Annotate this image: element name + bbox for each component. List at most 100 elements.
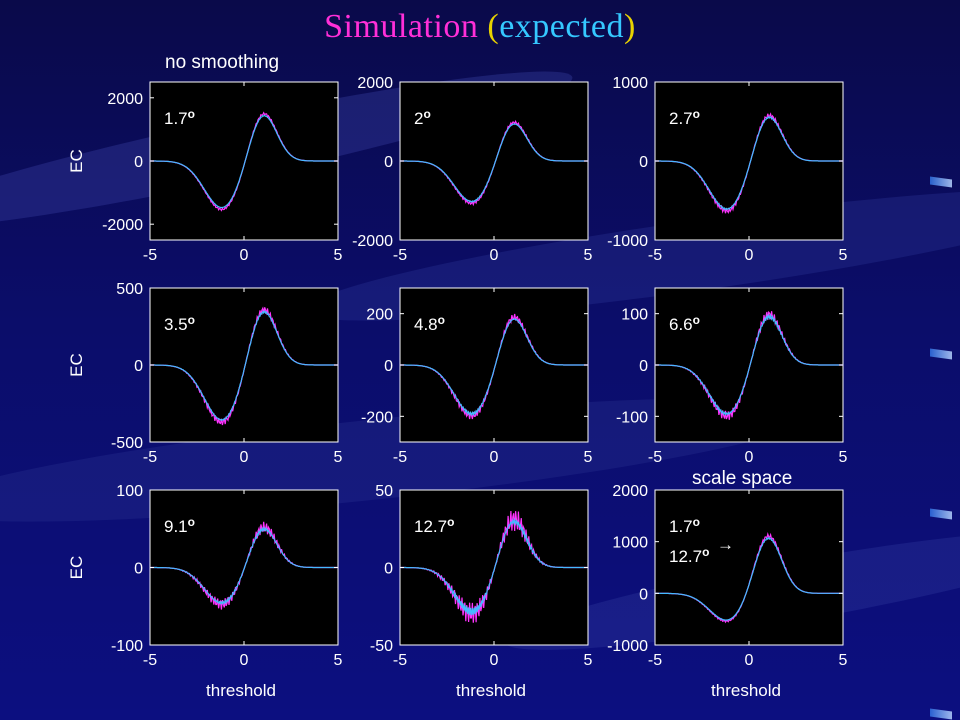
panel-label: 3.5o bbox=[164, 313, 195, 334]
series-line bbox=[150, 309, 338, 422]
no-smoothing-label: no smoothing bbox=[165, 52, 280, 73]
x-tick-label: 5 bbox=[584, 652, 593, 669]
chart-panel: -5 0 5 -100 0 100 9.1o EC threshold bbox=[67, 483, 343, 700]
y-tick-label: 0 bbox=[639, 586, 648, 603]
title-paren-open: ( bbox=[487, 8, 500, 45]
title-simulation: Simulation bbox=[324, 8, 479, 45]
y-tick-label: 1000 bbox=[612, 535, 648, 552]
y-tick-label: 500 bbox=[116, 281, 143, 298]
scale-space-label: scale space bbox=[692, 468, 793, 489]
x-tick-label: -5 bbox=[393, 652, 407, 669]
degree-superscript: o bbox=[423, 107, 430, 121]
x-tick-label: 5 bbox=[839, 652, 848, 669]
y-tick-label: -100 bbox=[111, 638, 143, 655]
y-tick-label: 0 bbox=[639, 358, 648, 375]
x-tick-label: 5 bbox=[584, 247, 593, 264]
series-line bbox=[655, 115, 843, 211]
chart-panel: -5 0 5 -1000 0 1000 2000 1.7o 12.7o → threshold bbox=[607, 483, 847, 700]
series-line bbox=[150, 114, 338, 209]
y-tick-label: 0 bbox=[134, 561, 143, 578]
x-tick-label: 0 bbox=[745, 652, 754, 669]
y-tick-label: -2000 bbox=[102, 217, 143, 234]
x-tick-label: 5 bbox=[334, 247, 343, 264]
x-tick-label: -5 bbox=[648, 449, 662, 466]
degree-superscript: o bbox=[438, 313, 445, 327]
y-tick-label: 1000 bbox=[612, 75, 648, 92]
series-line bbox=[655, 536, 843, 621]
x-axis-label: threshold bbox=[206, 681, 276, 700]
panel-label: 1.7o bbox=[164, 107, 195, 128]
x-tick-label: -5 bbox=[393, 449, 407, 466]
chart-panel: -5 0 5 -2000 0 2000 1.7o EC bbox=[67, 81, 343, 264]
y-tick-label: 2000 bbox=[612, 483, 648, 500]
degree-superscript: o bbox=[188, 313, 195, 327]
y-tick-label: -2000 bbox=[352, 233, 393, 250]
x-tick-label: -5 bbox=[143, 247, 157, 264]
degree-superscript: o bbox=[693, 107, 700, 121]
x-tick-label: -5 bbox=[648, 247, 662, 264]
chart-panel: -5 0 5 -1000 0 1000 2.7o bbox=[607, 75, 847, 264]
y-tick-label: 2000 bbox=[357, 75, 393, 92]
x-tick-label: -5 bbox=[648, 652, 662, 669]
y-tick-label: 0 bbox=[134, 154, 143, 171]
x-tick-label: 0 bbox=[745, 449, 754, 466]
y-tick-label: -200 bbox=[361, 409, 393, 426]
x-tick-label: 0 bbox=[240, 449, 249, 466]
y-tick-label: 0 bbox=[384, 358, 393, 375]
title-paren-close: ) bbox=[624, 8, 636, 45]
x-tick-label: 0 bbox=[240, 247, 249, 264]
x-tick-label: 0 bbox=[490, 652, 499, 669]
y-tick-label: 0 bbox=[384, 154, 393, 171]
series-line bbox=[400, 318, 588, 417]
y-axis-label: EC bbox=[67, 556, 86, 580]
x-tick-label: -5 bbox=[393, 247, 407, 264]
degree-superscript: o bbox=[702, 545, 709, 559]
panel-label: 12.7o bbox=[414, 515, 454, 536]
degree-superscript: o bbox=[693, 515, 700, 529]
panel-label: 4.8o bbox=[414, 313, 445, 334]
series-line bbox=[400, 123, 588, 203]
degree-superscript: o bbox=[188, 107, 195, 121]
x-axis-label: threshold bbox=[456, 681, 526, 700]
degree-superscript: o bbox=[188, 515, 195, 529]
y-tick-label: -50 bbox=[370, 638, 393, 655]
y-tick-label: -1000 bbox=[607, 233, 648, 250]
x-tick-label: 5 bbox=[839, 247, 848, 264]
chart-panel: -5 0 5 -200 0 200 4.8o bbox=[361, 287, 593, 466]
panel-label: 6.6o bbox=[669, 313, 700, 334]
plot-area bbox=[654, 489, 844, 646]
y-axis-label: EC bbox=[67, 353, 86, 377]
y-tick-label: 0 bbox=[134, 358, 143, 375]
degree-superscript: o bbox=[447, 515, 454, 529]
y-tick-label: 0 bbox=[639, 154, 648, 171]
x-tick-label: 0 bbox=[490, 247, 499, 264]
y-tick-label: -500 bbox=[111, 435, 143, 452]
x-tick-label: 5 bbox=[839, 449, 848, 466]
x-tick-label: -5 bbox=[143, 449, 157, 466]
x-tick-label: 0 bbox=[745, 247, 754, 264]
chart-panel: -5 0 5 -100 0 100 6.6o bbox=[616, 287, 848, 466]
y-tick-label: 2000 bbox=[107, 91, 143, 108]
panel-label: 1.7o bbox=[669, 515, 700, 536]
y-tick-label: 200 bbox=[366, 307, 393, 324]
x-tick-label: 5 bbox=[334, 449, 343, 466]
x-tick-label: 0 bbox=[490, 449, 499, 466]
y-tick-label: 100 bbox=[621, 307, 648, 324]
degree-superscript: o bbox=[693, 313, 700, 327]
chart-panel: -5 0 5 -500 0 500 3.5o EC bbox=[67, 281, 343, 466]
y-axis-label: EC bbox=[67, 149, 86, 173]
x-tick-label: 0 bbox=[240, 652, 249, 669]
y-tick-label: 50 bbox=[375, 483, 393, 500]
arrow-icon: → bbox=[717, 535, 734, 554]
slide-title: Simulation (expected) bbox=[0, 8, 960, 46]
title-expected: expected bbox=[499, 8, 625, 45]
x-tick-label: -5 bbox=[143, 652, 157, 669]
series-line bbox=[400, 517, 588, 616]
panel-label: 9.1o bbox=[164, 515, 195, 536]
x-tick-label: 5 bbox=[584, 449, 593, 466]
x-axis-label: threshold bbox=[711, 681, 781, 700]
series-line bbox=[150, 526, 338, 606]
